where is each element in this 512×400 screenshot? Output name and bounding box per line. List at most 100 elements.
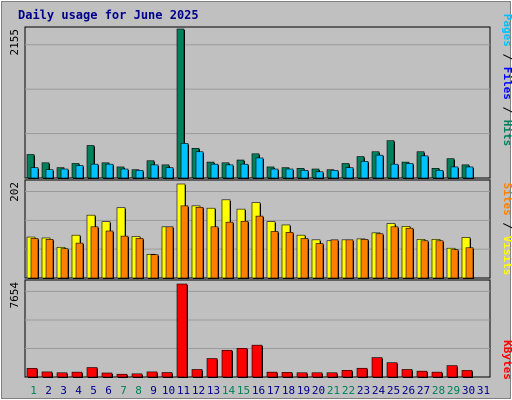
sites-bar: [180, 205, 189, 279]
files-bar: [120, 168, 129, 179]
files-bar: [210, 163, 219, 179]
kbytes-bar: [251, 344, 263, 378]
sites-bar: [135, 238, 144, 279]
x-tick-label: 8: [135, 384, 142, 397]
files-bar: [255, 157, 264, 179]
kbytes-bar: [86, 367, 98, 378]
x-tick-label: 16: [252, 384, 265, 397]
sites-bar: [45, 239, 54, 279]
x-tick-label: 23: [357, 384, 370, 397]
x-tick-label: 22: [342, 384, 355, 397]
legend-sites-visits: Sites / Visits: [501, 183, 512, 276]
kbytes-bar: [146, 371, 158, 378]
kbytes-bar: [131, 373, 143, 378]
x-tick-label: 24: [372, 384, 386, 397]
legend-kbytes: KBytes: [501, 340, 512, 380]
kbytes-bar: [236, 348, 248, 378]
sites-bar: [30, 238, 39, 279]
x-tick-label: 28: [432, 384, 445, 397]
sites-bar: [435, 240, 444, 279]
kbytes-bar: [356, 367, 368, 378]
sites-bar: [465, 247, 474, 279]
x-tick-label: 3: [60, 384, 67, 397]
files-bar: [465, 166, 474, 179]
files-bar: [450, 166, 459, 179]
x-tick-label: 18: [282, 384, 295, 397]
sites-bar: [390, 226, 399, 279]
x-tick-label: 7: [120, 384, 127, 397]
files-bar: [405, 163, 414, 179]
sites-bar: [360, 239, 369, 279]
kbytes-bar: [41, 371, 53, 378]
x-tick-label: 10: [162, 384, 175, 397]
x-tick-label: 21: [327, 384, 340, 397]
files-bar: [60, 168, 69, 179]
sites-bar: [345, 239, 354, 279]
sites-bar: [120, 235, 129, 279]
files-bar: [270, 168, 279, 179]
files-bar: [375, 154, 384, 179]
y-max-label: 7654: [8, 282, 21, 309]
files-bar: [285, 168, 294, 179]
x-tick-label: 1: [30, 384, 37, 397]
sites-bar: [285, 232, 294, 279]
files-bar: [195, 151, 204, 179]
files-bar: [435, 170, 444, 179]
files-bar: [225, 164, 234, 179]
hits-bar: [86, 145, 95, 179]
kbytes-bar: [56, 372, 68, 378]
kbytes-bar: [161, 372, 173, 378]
kbytes-bar: [101, 372, 113, 378]
x-tick-label: 17: [267, 384, 280, 397]
kbytes-bar: [281, 372, 293, 378]
x-tick-label: 12: [192, 384, 205, 397]
files-bar: [135, 170, 144, 179]
kbytes-bar: [431, 371, 443, 378]
x-tick-label: 26: [402, 384, 415, 397]
sites-bar: [60, 248, 69, 279]
sites-bar: [150, 254, 159, 279]
files-bar: [390, 163, 399, 179]
kbytes-bar: [326, 372, 338, 378]
x-tick-label: 13: [207, 384, 220, 397]
x-tick-label: 27: [417, 384, 430, 397]
x-tick-label: 4: [75, 384, 82, 397]
kbytes-bar: [386, 362, 398, 378]
kbytes-bar: [266, 371, 278, 378]
files-bar: [420, 155, 429, 179]
kbytes-bar: [311, 372, 323, 378]
kbytes-bar: [296, 372, 308, 378]
files-bar: [240, 163, 249, 179]
sites-bar: [375, 233, 384, 279]
sites-bar: [90, 226, 99, 279]
x-tick-label: 15: [237, 384, 250, 397]
kbytes-bar: [26, 368, 38, 378]
plot-area-1: [24, 26, 491, 179]
x-tick-label: 14: [222, 384, 236, 397]
kbytes-bar: [206, 358, 218, 378]
y-max-label: 202: [8, 182, 21, 202]
sites-bar: [210, 226, 219, 279]
kbytes-bar: [371, 357, 383, 378]
legend-pages-files-hits: Pages / Files / Hits: [501, 14, 512, 147]
sites-bar: [450, 249, 459, 279]
x-tick-label: 20: [312, 384, 325, 397]
hits-bar: [26, 154, 35, 179]
x-tick-label: 29: [447, 384, 460, 397]
sites-bar: [300, 238, 309, 279]
y-max-label: 2155: [8, 29, 21, 56]
sites-bar: [330, 239, 339, 279]
sites-bar: [420, 240, 429, 279]
sites-bar: [240, 220, 249, 279]
hits-bar: [386, 140, 395, 179]
kbytes-bar: [446, 365, 458, 378]
files-bar: [180, 143, 189, 179]
sites-bar: [405, 227, 414, 279]
files-bar: [150, 164, 159, 179]
kbytes-bar: [71, 371, 83, 378]
x-tick-label: 9: [150, 384, 157, 397]
sites-bar: [270, 231, 279, 279]
sites-bar: [225, 221, 234, 279]
